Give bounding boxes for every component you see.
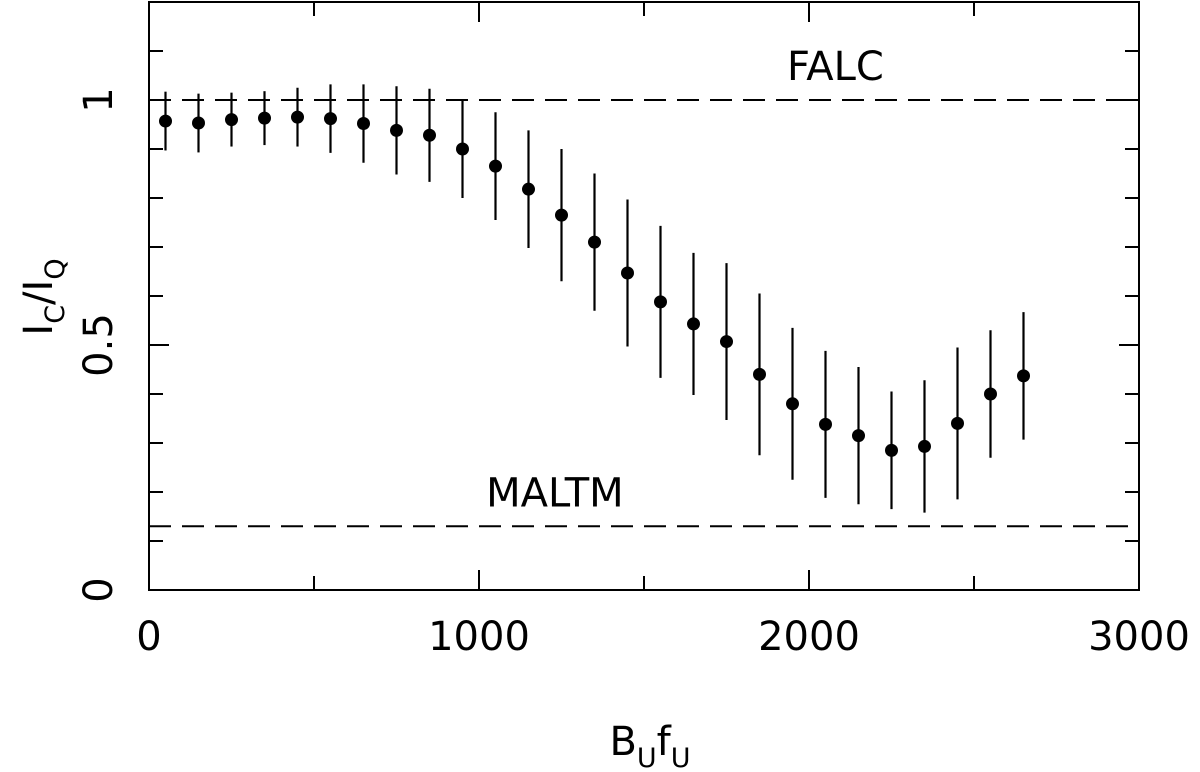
data-point <box>654 295 667 309</box>
data-point <box>1017 369 1030 383</box>
data-point <box>951 416 964 430</box>
data-point <box>423 128 436 142</box>
reference-label-falc: FALC <box>787 44 884 90</box>
data-point <box>192 116 205 130</box>
y-tick-label: 0.5 <box>76 313 122 377</box>
data-point <box>159 114 172 128</box>
data-point <box>522 182 535 196</box>
y-tick-labels: 00.51 <box>76 87 122 602</box>
data-point <box>852 429 865 443</box>
data-point <box>753 367 766 381</box>
data-point <box>225 113 238 127</box>
plot-frame <box>148 1 1140 591</box>
data-point <box>819 417 832 431</box>
data-point <box>555 208 568 222</box>
data-points <box>159 110 1030 457</box>
data-point <box>456 142 469 156</box>
data-point <box>324 112 337 126</box>
data-point <box>291 110 304 124</box>
data-point <box>258 111 271 125</box>
data-point <box>984 387 997 401</box>
data-point <box>489 159 502 173</box>
x-axis-label: BUfU <box>609 719 690 772</box>
data-point <box>357 117 370 131</box>
data-point <box>588 235 601 249</box>
reference-label-maltm: MALTM <box>486 470 624 516</box>
data-point <box>390 123 403 137</box>
data-point <box>786 397 799 411</box>
data-point <box>621 266 634 280</box>
y-tick-label: 0 <box>76 577 122 602</box>
y-tick-label: 1 <box>76 87 122 112</box>
data-point <box>720 335 733 349</box>
y-axis-label: IC/IQ <box>16 258 71 335</box>
x-tick-label: 3000 <box>1088 614 1190 660</box>
x-tick-label: 1000 <box>428 614 530 660</box>
data-point <box>687 317 700 331</box>
data-point <box>918 439 931 453</box>
x-tick-labels: 0 1000 2000 3000 <box>136 614 1190 660</box>
reference-lines: FALC MALTM <box>149 44 1139 528</box>
data-point <box>885 443 898 457</box>
x-tick-label: 2000 <box>758 614 860 660</box>
x-tick-label: 0 <box>136 614 161 660</box>
